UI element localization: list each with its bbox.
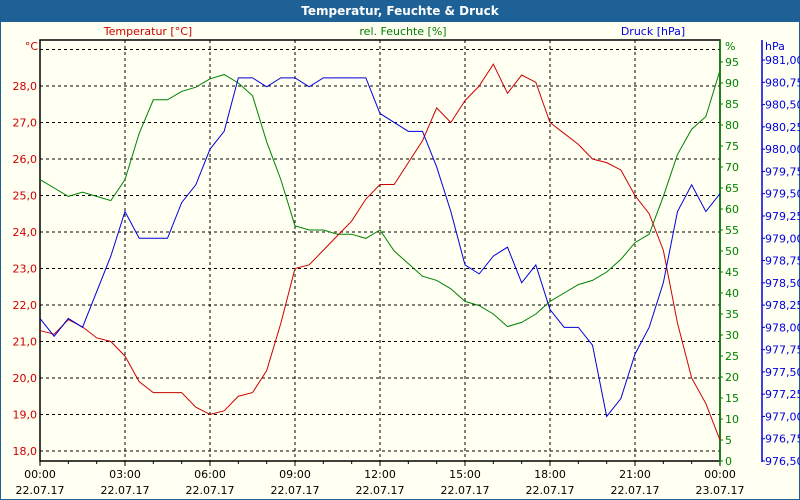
y-tick-humidity: 75 — [725, 140, 739, 153]
x-tick-time: 12:00 — [364, 468, 396, 481]
x-tick-date: 22.07.17 — [271, 484, 320, 497]
x-tick-time: 09:00 — [279, 468, 311, 481]
y-tick-humidity: 20 — [725, 371, 739, 384]
pressure-line — [39, 77, 721, 418]
series-title-temperature: Temperatur [°C] — [103, 25, 192, 38]
y-tick-temperature: 21,0 — [13, 336, 38, 349]
y-tick-humidity: 55 — [725, 224, 739, 237]
y-tick-pressure: 980,25 — [765, 121, 800, 134]
y-tick-humidity: 30 — [725, 329, 739, 342]
y-tick-humidity: 0 — [725, 455, 732, 468]
y-tick-humidity: 65 — [725, 182, 739, 195]
window-title: Temperatur, Feuchte & Druck — [1, 1, 799, 22]
y-tick-temperature: 26,0 — [13, 153, 38, 166]
x-tick-time: 18:00 — [534, 468, 566, 481]
x-tick-date: 22.07.17 — [101, 484, 150, 497]
y-tick-pressure: 980,50 — [765, 99, 800, 112]
y-tick-humidity: 25 — [725, 350, 739, 363]
y-tick-humidity: 15 — [725, 392, 739, 405]
y-tick-pressure: 978,25 — [765, 299, 800, 312]
temperature-line — [39, 63, 721, 441]
x-tick-time: 00:00 — [24, 468, 56, 481]
y-tick-pressure: 979,25 — [765, 210, 800, 223]
x-tick-time: 00:00 — [704, 468, 736, 481]
y-tick-temperature: 27,0 — [13, 117, 38, 130]
series-title-pressure: Druck [hPa] — [621, 25, 685, 38]
y-tick-temperature: 20,0 — [13, 372, 38, 385]
y-tick-pressure: 977,50 — [765, 366, 800, 379]
y-tick-pressure: 978,50 — [765, 277, 800, 290]
y-tick-temperature: 18,0 — [13, 445, 38, 458]
y-tick-temperature: 24,0 — [13, 226, 38, 239]
x-tick-date: 22.07.17 — [611, 484, 660, 497]
x-tick-time: 21:00 — [619, 468, 651, 481]
humidity-line — [39, 70, 721, 328]
y-tick-pressure: 977,25 — [765, 388, 800, 401]
y-unit-pressure: hPa — [765, 40, 785, 53]
y-tick-temperature: 28,0 — [13, 80, 38, 93]
y-tick-pressure: 980,75 — [765, 76, 800, 89]
x-tick-date: 22.07.17 — [526, 484, 575, 497]
y-tick-pressure: 977,75 — [765, 344, 800, 357]
y-tick-humidity: 90 — [725, 77, 739, 90]
y-tick-humidity: 60 — [725, 203, 739, 216]
series-title-humidity: rel. Feuchte [%] — [359, 25, 446, 38]
y-tick-humidity: 85 — [725, 98, 739, 111]
y-tick-pressure: 979,75 — [765, 165, 800, 178]
y-tick-pressure: 979,00 — [765, 232, 800, 245]
y-tick-humidity: 95 — [725, 56, 739, 69]
y-tick-humidity: 70 — [725, 161, 739, 174]
y-tick-humidity: 50 — [725, 245, 739, 258]
y-tick-pressure: 978,00 — [765, 321, 800, 334]
x-tick-time: 03:00 — [109, 468, 141, 481]
x-tick-date: 22.07.17 — [356, 484, 405, 497]
y-tick-pressure: 976,50 — [765, 455, 800, 468]
y-tick-temperature: 23,0 — [13, 263, 38, 276]
y-tick-temperature: 25,0 — [13, 190, 38, 203]
y-unit-humidity: % — [725, 40, 735, 53]
x-tick-date: 23.07.17 — [696, 484, 745, 497]
y-tick-humidity: 5 — [725, 434, 732, 447]
x-tick-time: 06:00 — [194, 468, 226, 481]
y-tick-humidity: 35 — [725, 308, 739, 321]
y-tick-humidity: 45 — [725, 266, 739, 279]
x-tick-date: 22.07.17 — [186, 484, 235, 497]
y-tick-pressure: 978,75 — [765, 255, 800, 268]
y-tick-temperature: 22,0 — [13, 299, 38, 312]
y-tick-humidity: 40 — [725, 287, 739, 300]
x-tick-time: 15:00 — [449, 468, 481, 481]
x-tick-date: 22.07.17 — [16, 484, 65, 497]
y-unit-temperature: °C — [25, 40, 39, 53]
y-tick-pressure: 977,00 — [765, 410, 800, 423]
y-tick-pressure: 979,50 — [765, 188, 800, 201]
y-tick-humidity: 80 — [725, 119, 739, 132]
y-tick-pressure: 981,00 — [765, 54, 800, 67]
y-tick-temperature: 19,0 — [13, 409, 38, 422]
x-tick-date: 22.07.17 — [441, 484, 490, 497]
y-tick-pressure: 980,00 — [765, 143, 800, 156]
y-tick-pressure: 976,75 — [765, 433, 800, 446]
y-tick-humidity: 10 — [725, 413, 739, 426]
